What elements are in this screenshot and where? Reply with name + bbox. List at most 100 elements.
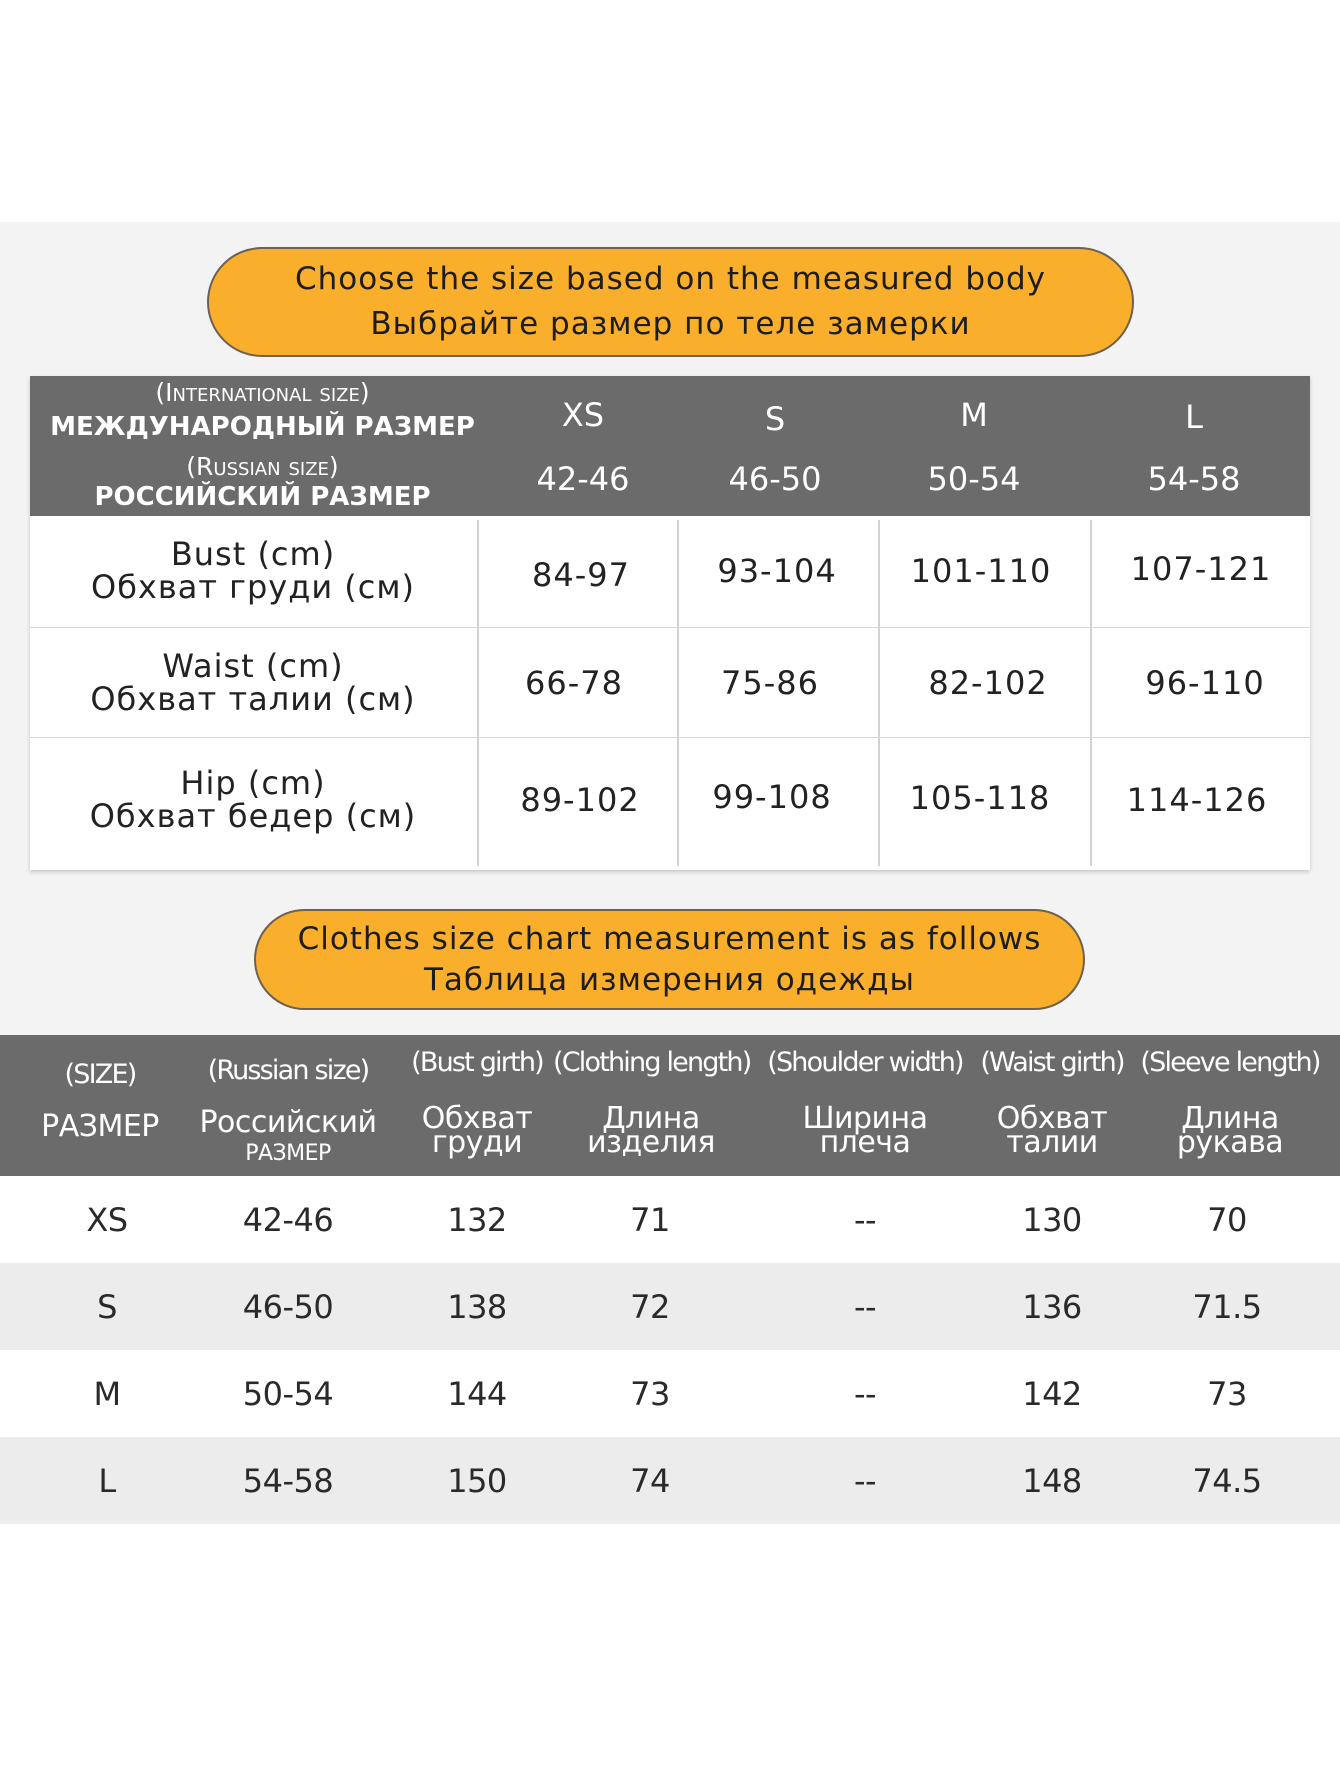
col-waist-girth-ru2: талии — [1006, 1125, 1098, 1160]
hip-label-ru: Обхват бедер (см) — [89, 797, 417, 835]
banner-line-ru: Выбрайте размер по теле замерки — [370, 306, 971, 342]
cell-bust-girth: 144 — [447, 1374, 507, 1413]
cell-bust-girth: 132 — [447, 1200, 507, 1239]
hip-label-en: Hip (cm) — [180, 764, 326, 802]
bust-label: Bust (cm) Обхват груди (см) — [30, 516, 476, 626]
intl-size-label-en: (International size) — [155, 378, 370, 407]
cell-russian-size: 54-58 — [242, 1461, 334, 1500]
intl-size-xs: XS — [561, 396, 605, 434]
col-russian-size-en: (Russian size) — [207, 1055, 371, 1086]
bust-label-en: Bust (cm) — [170, 535, 336, 573]
cell-sleeve-length: 74.5 — [1192, 1461, 1262, 1500]
intl-size-l: L — [1185, 398, 1203, 436]
cell-shoulder-width: -- — [853, 1461, 877, 1500]
table-row: L 54-58 150 74 -- 148 74.5 — [0, 1437, 1340, 1524]
waist-label-ru: Обхват талии (см) — [90, 680, 416, 718]
cell-clothing-length: 71 — [630, 1200, 670, 1239]
col-shoulder-width-ru2: плеча — [819, 1125, 911, 1160]
cell-waist-girth: 148 — [1022, 1461, 1082, 1500]
intl-size-m: M — [960, 396, 988, 434]
bust-xs: 84-97 — [532, 556, 630, 594]
col-bust-girth-en: (Bust girth) — [411, 1047, 545, 1078]
body-size-table: (International size) МЕЖДУНАРОДНЫЙ РАЗМЕ… — [30, 376, 1310, 870]
col-size-ru: РАЗМЕР — [41, 1109, 159, 1144]
cell-sleeve-length: 70 — [1207, 1200, 1247, 1239]
cell-waist-girth: 130 — [1022, 1200, 1082, 1239]
hip-s: 99-108 — [712, 778, 832, 816]
intl-size-label-ru: МЕЖДУНАРОДНЫЙ РАЗМЕР — [50, 412, 475, 442]
col-russian-size-ru2: РАЗМЕР — [245, 1141, 331, 1166]
cell-clothing-length: 73 — [630, 1374, 670, 1413]
col-sleeve-length: (Sleeve length) Длина рукава — [1132, 1035, 1328, 1176]
banner-line-en: Clothes size chart measurement is as fol… — [297, 920, 1042, 957]
banner-line-en: Choose the size based on the measured bo… — [294, 261, 1047, 297]
measure-instruction-banner: Choose the size based on the measured bo… — [207, 247, 1134, 357]
cell-shoulder-width: -- — [853, 1287, 877, 1326]
cell-russian-size: 42-46 — [242, 1200, 334, 1239]
waist-xs: 66-78 — [525, 664, 623, 702]
cell-size: S — [97, 1287, 117, 1326]
russian-size-label-ru: РОССИЙСКИЙ РАЗМЕР — [94, 482, 431, 512]
waist-l: 96-110 — [1145, 664, 1265, 702]
russian-size-label-en: (Russian size) — [186, 452, 339, 481]
waist-label: Waist (cm) Обхват талии (см) — [30, 628, 476, 738]
size-system-labels: (International size) МЕЖДУНАРОДНЫЙ РАЗМЕ… — [30, 376, 495, 516]
waist-row: Waist (cm) Обхват талии (см) 66-78 75-86… — [30, 628, 1310, 738]
col-clothing-length: (Clothing length) Длина изделия — [553, 1035, 752, 1176]
column-divider — [1090, 520, 1092, 866]
waist-m: 82-102 — [928, 664, 1048, 702]
column-divider — [477, 520, 479, 866]
cell-waist-girth: 136 — [1022, 1287, 1082, 1326]
col-sleeve-length-ru: Длина — [1181, 1101, 1279, 1136]
col-bust-girth-ru: Обхват — [421, 1101, 533, 1136]
waist-label-en: Waist (cm) — [162, 647, 344, 685]
col-bust-girth: (Bust girth) Обхват груди — [379, 1035, 575, 1176]
bust-l: 107-121 — [1130, 550, 1272, 588]
table-row: M 50-54 144 73 -- 142 73 — [0, 1350, 1340, 1437]
intl-size-s: S — [764, 400, 786, 438]
cell-size: L — [98, 1461, 116, 1500]
column-divider — [677, 520, 679, 866]
russian-size-xs: 42-46 — [536, 460, 630, 498]
col-size: (SIZE) РАЗМЕР — [2, 1035, 198, 1176]
bust-row: Bust (cm) Обхват груди (см) 84-97 93-104… — [30, 516, 1310, 628]
col-clothing-length-en: (Clothing length) — [553, 1047, 752, 1078]
banner-line-ru: Таблица измерения одежды — [423, 961, 916, 998]
cell-bust-girth: 150 — [447, 1461, 507, 1500]
hip-l: 114-126 — [1126, 781, 1268, 819]
column-divider — [878, 520, 880, 866]
col-size-en: (SIZE) — [64, 1059, 138, 1090]
hip-row: Hip (cm) Обхват бедер (см) 89-102 99-108… — [30, 738, 1310, 866]
col-shoulder-width: (Shoulder width) Ширина плеча — [767, 1035, 964, 1176]
col-shoulder-width-ru: Ширина — [802, 1101, 928, 1136]
cell-size: M — [93, 1374, 121, 1413]
col-waist-girth-en: (Waist girth) — [980, 1047, 1125, 1078]
cell-shoulder-width: -- — [853, 1374, 877, 1413]
cell-bust-girth: 138 — [447, 1287, 507, 1326]
hip-label: Hip (cm) Обхват бедер (см) — [30, 738, 476, 862]
cell-russian-size: 46-50 — [242, 1287, 334, 1326]
russian-size-m: 50-54 — [927, 460, 1021, 498]
cell-shoulder-width: -- — [853, 1200, 877, 1239]
hip-xs: 89-102 — [520, 781, 640, 819]
col-russian-size: (Russian size) Российский РАЗМЕР — [190, 1035, 386, 1176]
col-waist-girth: (Waist girth) Обхват талии — [954, 1035, 1150, 1176]
col-clothing-length-ru2: изделия — [587, 1125, 715, 1160]
col-sleeve-length-en: (Sleeve length) — [1140, 1047, 1321, 1078]
body-size-table-header: (International size) МЕЖДУНАРОДНЫЙ РАЗМЕ… — [30, 376, 1310, 516]
garment-size-table-header: (SIZE) РАЗМЕР (Russian size) Российский … — [0, 1035, 1340, 1176]
waist-s: 75-86 — [721, 664, 819, 702]
bust-m: 101-110 — [910, 552, 1052, 590]
table-row: XS 42-46 132 71 -- 130 70 — [0, 1176, 1340, 1263]
bust-s: 93-104 — [717, 552, 837, 590]
cell-sleeve-length: 71.5 — [1192, 1287, 1262, 1326]
col-russian-size-ru: Российский — [199, 1105, 377, 1140]
cell-russian-size: 50-54 — [242, 1374, 334, 1413]
cell-waist-girth: 142 — [1022, 1374, 1082, 1413]
cell-sleeve-length: 73 — [1207, 1374, 1247, 1413]
russian-size-s: 46-50 — [728, 460, 822, 498]
col-waist-girth-ru: Обхват — [996, 1101, 1108, 1136]
col-sleeve-length-ru2: рукава — [1176, 1125, 1284, 1160]
cell-clothing-length: 74 — [630, 1461, 670, 1500]
russian-size-l: 54-58 — [1147, 460, 1241, 498]
